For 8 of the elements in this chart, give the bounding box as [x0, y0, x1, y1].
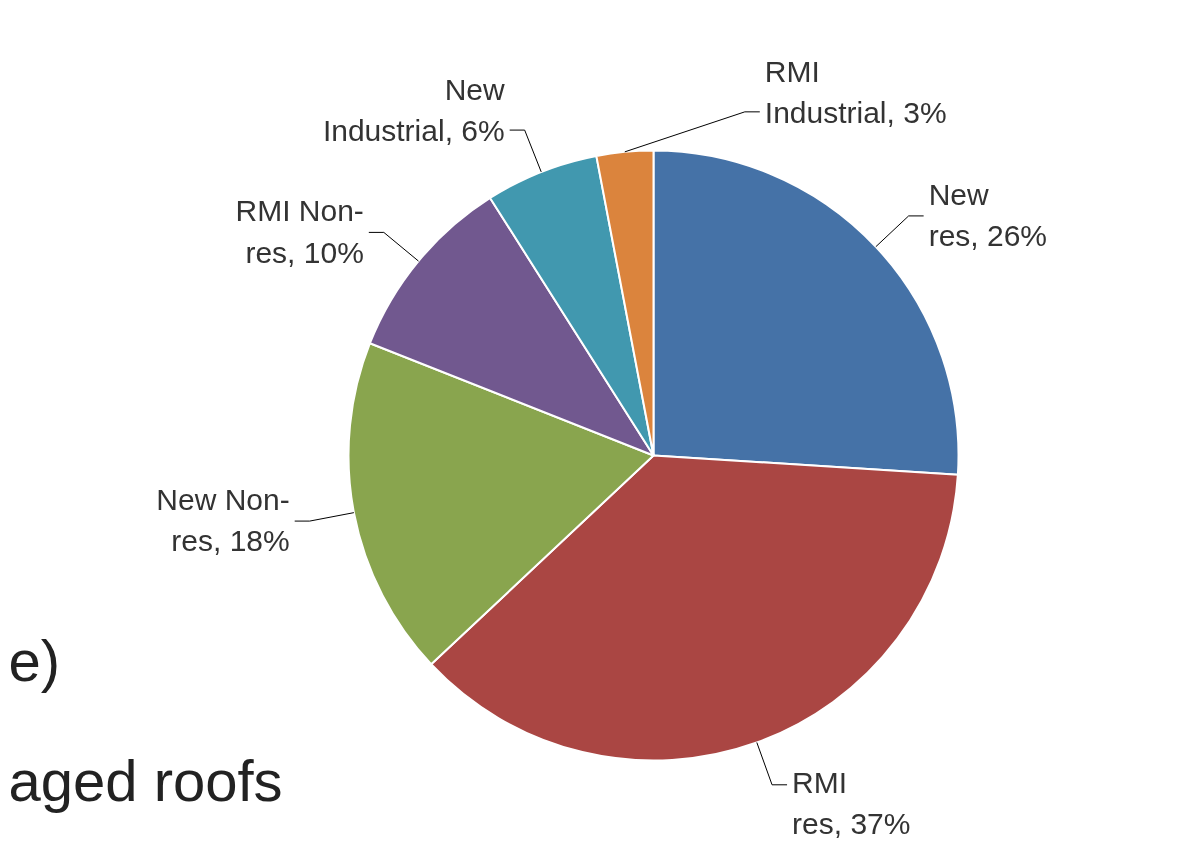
slice-label: RMI Industrial, 3%: [764, 54, 947, 130]
text: aged roofs: [8, 748, 283, 813]
slice-label: New res, 26%: [928, 177, 1048, 253]
slice-label: RMI res, 37%: [792, 765, 911, 841]
slice-label: New Non-res, 18%: [156, 483, 290, 558]
slice-label: RMI Non-res, 10%: [235, 194, 364, 269]
slice-label: New Industrial, 6%: [322, 73, 505, 148]
text: e): [8, 628, 61, 693]
